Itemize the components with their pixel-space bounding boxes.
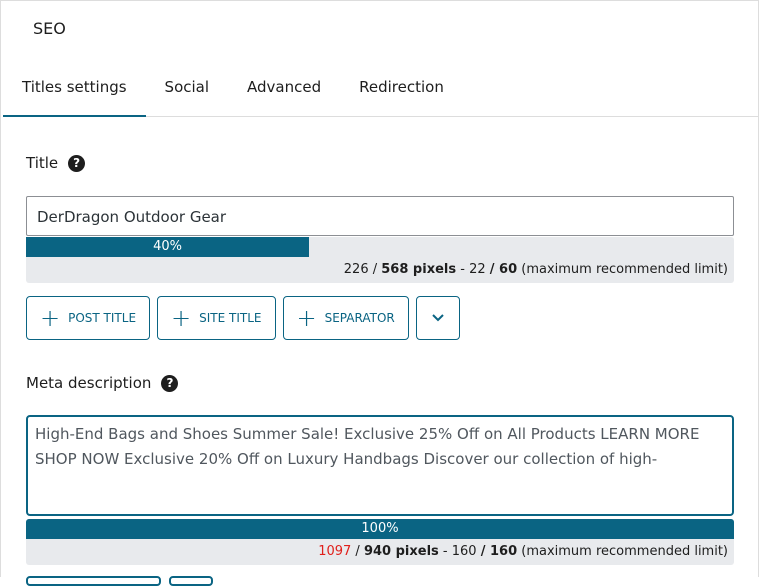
cut-off-button[interactable] [26, 576, 161, 586]
chevron-down-icon [432, 314, 444, 322]
title-meter: 40% 226 / 568 pixels - 22 / 60 (maximum … [26, 237, 734, 283]
panel-title: SEO [33, 19, 66, 38]
title-label: Title ? [26, 154, 86, 172]
plus-icon: + [296, 304, 317, 332]
meta-description-textarea[interactable]: High-End Bags and Shoes Summer Sale! Exc… [26, 415, 734, 516]
tab-advanced[interactable]: Advanced [247, 78, 322, 96]
add-site-title-button[interactable]: + SITE TITLE [157, 296, 276, 340]
title-label-text: Title [26, 154, 59, 172]
add-separator-button[interactable]: + SEPARATOR [282, 296, 409, 340]
meta-stats: 1097 / 940 pixels - 160 / 160 (maximum r… [318, 544, 728, 559]
tab-social[interactable]: Social [164, 78, 210, 96]
title-progress-bar: 40% [26, 237, 310, 257]
plus-icon: + [171, 304, 192, 332]
plus-icon: + [40, 304, 61, 332]
help-icon[interactable]: ? [68, 154, 86, 172]
meta-description-label: Meta description ? [26, 374, 179, 392]
cut-off-button[interactable] [169, 576, 213, 586]
more-variables-button[interactable] [415, 296, 460, 340]
title-stats: 226 / 568 pixels - 22 / 60 (maximum reco… [343, 262, 728, 277]
tab-bar: Titles settings Social Advanced Redirect… [3, 71, 758, 117]
help-icon[interactable]: ? [161, 374, 179, 392]
title-input[interactable]: DerDragon Outdoor Gear [26, 196, 734, 236]
meta-progress-bar: 100% [26, 519, 734, 539]
add-post-title-button[interactable]: + POST TITLE [26, 296, 151, 340]
variable-buttons: + POST TITLE + SITE TITLE + SEPARATOR [26, 296, 460, 340]
tab-redirection[interactable]: Redirection [359, 78, 444, 96]
meta-label-text: Meta description [26, 374, 152, 392]
tab-titles-settings[interactable]: Titles settings [3, 71, 146, 117]
meta-meter: 100% 1097 / 940 pixels - 160 / 160 (maxi… [26, 519, 734, 565]
